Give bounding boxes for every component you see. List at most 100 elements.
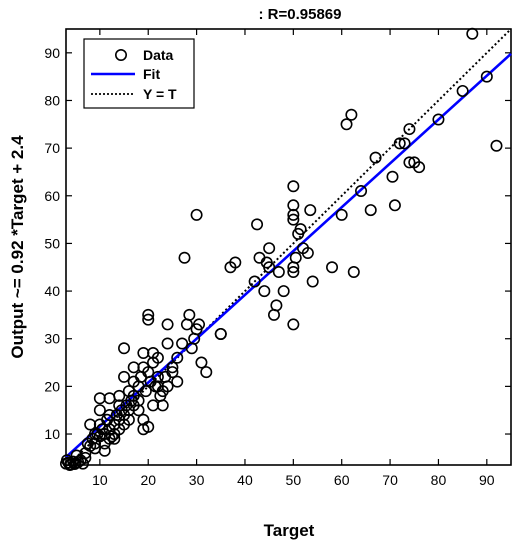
y-tick-label: 60 bbox=[44, 188, 60, 204]
data-point bbox=[403, 156, 416, 169]
data-point bbox=[214, 327, 227, 340]
x-tick-label: 20 bbox=[140, 472, 156, 488]
data-point bbox=[355, 185, 368, 198]
data-point bbox=[166, 366, 179, 379]
data-point bbox=[287, 208, 300, 221]
data-point bbox=[248, 275, 261, 288]
data-point bbox=[287, 266, 300, 279]
data-point bbox=[122, 413, 135, 426]
data-point bbox=[270, 299, 283, 312]
data-point bbox=[403, 123, 416, 136]
data-point bbox=[89, 442, 102, 455]
legend: Data Fit Y = T bbox=[83, 38, 195, 109]
data-point bbox=[326, 261, 339, 274]
x-tick-label: 30 bbox=[189, 472, 205, 488]
data-point bbox=[93, 404, 106, 417]
data-point bbox=[289, 251, 302, 264]
data-point bbox=[151, 380, 164, 393]
x-tick-label: 10 bbox=[92, 472, 108, 488]
data-point bbox=[263, 261, 276, 274]
data-point bbox=[277, 285, 290, 298]
y-tick-label: 20 bbox=[44, 378, 60, 394]
data-point bbox=[263, 242, 276, 255]
data-point bbox=[480, 70, 493, 83]
data-point bbox=[98, 437, 111, 450]
x-tick-label: 40 bbox=[237, 472, 253, 488]
x-tick-label: 50 bbox=[286, 472, 302, 488]
legend-box bbox=[83, 38, 195, 109]
data-point bbox=[193, 318, 206, 331]
y-tick-label: 50 bbox=[44, 235, 60, 251]
y-axis-label: Output ~= 0.92 *Target + 2.4 bbox=[8, 135, 27, 359]
data-point bbox=[287, 180, 300, 193]
data-point bbox=[89, 428, 102, 441]
data-point bbox=[393, 137, 406, 150]
data-point bbox=[301, 246, 314, 259]
x-tick-label: 60 bbox=[334, 472, 350, 488]
data-point bbox=[156, 399, 169, 412]
data-point bbox=[103, 408, 116, 421]
data-point bbox=[466, 27, 479, 40]
data-point bbox=[151, 370, 164, 383]
data-point bbox=[398, 137, 411, 150]
identity-line bbox=[67, 28, 512, 466]
data-point bbox=[171, 375, 184, 388]
y-tick-label: 80 bbox=[44, 92, 60, 108]
y-tick-label: 90 bbox=[44, 45, 60, 61]
data-point bbox=[200, 366, 213, 379]
legend-fit-label: Fit bbox=[143, 66, 160, 82]
data-point bbox=[369, 151, 382, 164]
legend-data-marker bbox=[115, 48, 128, 61]
data-point bbox=[84, 418, 97, 431]
x-tick-label: 80 bbox=[431, 472, 447, 488]
data-point bbox=[113, 399, 126, 412]
data-point bbox=[287, 213, 300, 226]
data-point bbox=[137, 423, 150, 436]
data-point bbox=[142, 308, 155, 321]
data-point bbox=[176, 337, 189, 350]
data-point bbox=[118, 342, 131, 355]
data-point bbox=[490, 139, 503, 152]
data-point bbox=[190, 208, 203, 221]
axis-ticks bbox=[66, 29, 511, 465]
data-point bbox=[161, 337, 174, 350]
data-point bbox=[178, 251, 191, 264]
y-tick-label: 10 bbox=[44, 426, 60, 442]
data-point bbox=[142, 313, 155, 326]
data-point bbox=[347, 266, 360, 279]
data-point bbox=[335, 208, 348, 221]
data-point bbox=[113, 389, 126, 402]
y-tick-label: 40 bbox=[44, 283, 60, 299]
data-point bbox=[139, 385, 152, 398]
data-point bbox=[345, 108, 358, 121]
data-point bbox=[113, 423, 126, 436]
data-point bbox=[105, 430, 118, 443]
data-point bbox=[166, 361, 179, 374]
data-point bbox=[171, 351, 184, 364]
chart-title: : R=0.95869 bbox=[259, 6, 342, 23]
data-point bbox=[195, 356, 208, 369]
data-point bbox=[432, 113, 445, 126]
data-point bbox=[364, 204, 377, 217]
data-point bbox=[132, 404, 145, 417]
data-point bbox=[340, 118, 353, 131]
data-point bbox=[127, 389, 140, 402]
y-tick-labels: 10 20 30 40 50 60 70 80 90 bbox=[44, 45, 60, 442]
data-point bbox=[258, 285, 271, 298]
data-point bbox=[127, 361, 140, 374]
data-point bbox=[70, 449, 83, 462]
data-point bbox=[386, 170, 399, 183]
y-tick-label: 70 bbox=[44, 140, 60, 156]
y-tick-label: 30 bbox=[44, 331, 60, 347]
x-tick-label: 90 bbox=[479, 472, 495, 488]
x-tick-labels: 10 20 30 40 50 60 70 80 90 bbox=[92, 472, 495, 488]
legend-identity-label: Y = T bbox=[143, 86, 177, 102]
data-point bbox=[118, 370, 131, 383]
data-point bbox=[161, 318, 174, 331]
x-axis-label: Target bbox=[264, 521, 315, 540]
data-point bbox=[287, 318, 300, 331]
data-points bbox=[59, 27, 503, 471]
data-point bbox=[294, 223, 307, 236]
data-point bbox=[79, 451, 92, 464]
